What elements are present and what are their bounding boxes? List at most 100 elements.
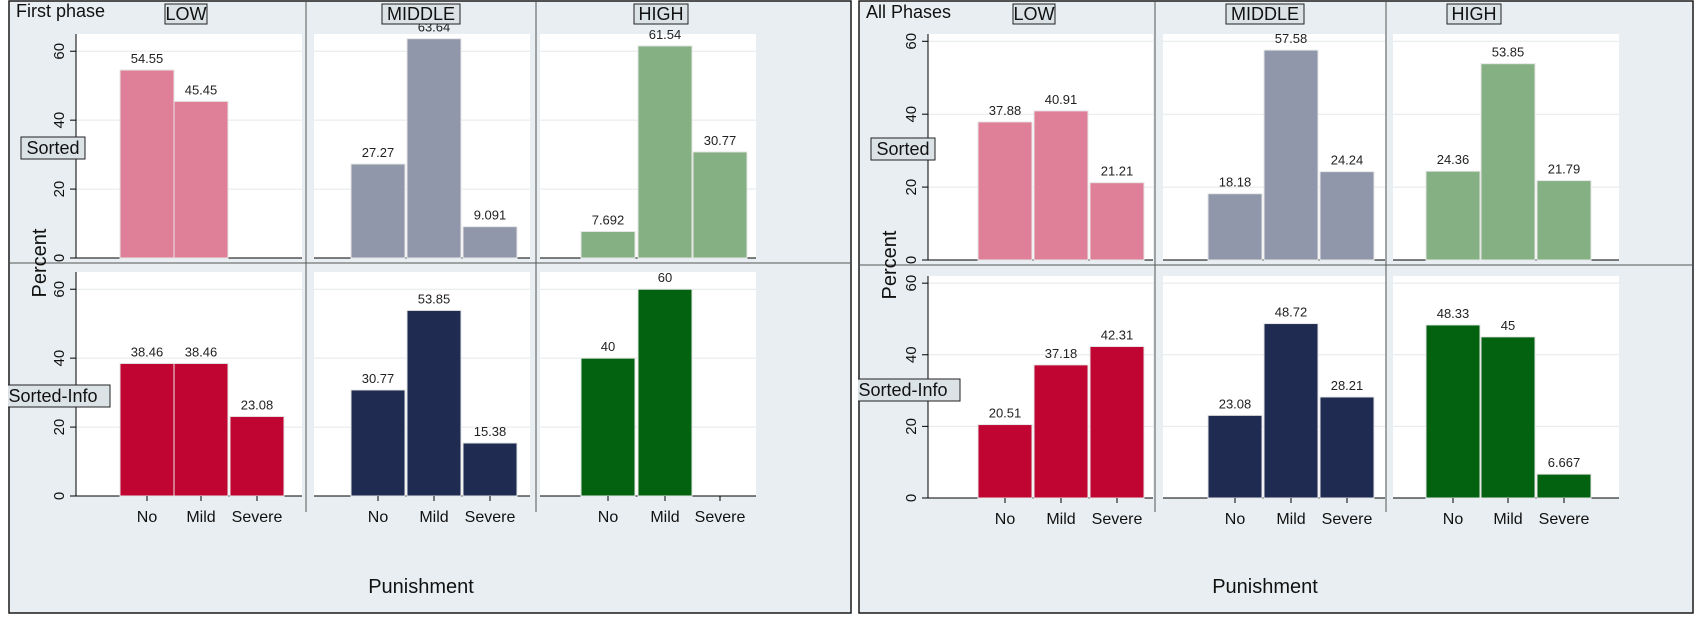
first-phase-y-tick-label: 40 bbox=[51, 112, 68, 129]
all-phases-panel-sorted-low-bar-no bbox=[977, 121, 1033, 261]
all-phases-panel-sorted-info-middle-bar-severe bbox=[1319, 396, 1375, 499]
first-phase-x-tick-label-high-severe: Severe bbox=[695, 509, 746, 526]
all-phases-panel-sorted-info-low-bar-label-no: 20.51 bbox=[989, 406, 1022, 421]
all-phases-panel-sorted-info-middle-bar-label-mild: 48.72 bbox=[1275, 305, 1308, 320]
all-phases-panel-sorted-info-low: 20.51 37.18 42.31 bbox=[928, 276, 1153, 499]
first-phase-panel-sorted-middle-bar-severe bbox=[462, 226, 518, 259]
first-phase-panel-sorted-middle-bar-label-no: 27.27 bbox=[362, 145, 395, 160]
all-phases-strip-box-middle bbox=[1225, 3, 1305, 25]
all-phases-strip-label-low: LOW bbox=[1013, 4, 1054, 24]
all-phases-x-tick-label-high-severe: Severe bbox=[1539, 511, 1590, 528]
first-phase-panel-sorted-info-high-bar-mild bbox=[637, 288, 693, 497]
first-phase-x-tick-label-low-no: No bbox=[137, 509, 158, 526]
all-phases-title: All Phases bbox=[866, 2, 951, 22]
first-phase-panel-sorted-info-middle-bar-label-severe: 15.38 bbox=[474, 424, 507, 439]
all-phases-panel-sorted-info-middle-bar-no bbox=[1207, 414, 1263, 499]
first-phase-panel-sorted-info-middle: 30.77 53.85 15.38 bbox=[314, 272, 530, 497]
all-phases-row-label-sorted: Sorted bbox=[876, 139, 929, 159]
first-phase-panel-sorted-info-low-bar-no bbox=[119, 362, 175, 497]
all-phases-panel-sorted-info-high-bar-mild bbox=[1480, 336, 1536, 499]
first-phase-x-tick-label-middle-no: No bbox=[368, 509, 389, 526]
all-phases-panel-sorted-low-bar-label-severe: 21.21 bbox=[1101, 164, 1134, 179]
all-phases-panel-sorted-info-middle-bar-mild bbox=[1263, 323, 1319, 499]
all-phases-panel-sorted-low-bar-severe bbox=[1089, 182, 1145, 261]
all-phases-panel-sorted-info-low-bar-label-mild: 37.18 bbox=[1045, 346, 1078, 361]
first-phase-panel-sorted-high-bar-label-severe: 30.77 bbox=[704, 133, 737, 148]
first-phase-row-box-sorted bbox=[20, 136, 86, 160]
first-phase-y-tick-label: 40 bbox=[51, 350, 68, 367]
all-phases-x-tick-label-low-mild: Mild bbox=[1046, 511, 1075, 528]
all-phases-x-tick-label-middle-no: No bbox=[1225, 511, 1246, 528]
first-phase-y-tick-label: 20 bbox=[51, 181, 68, 198]
first-phase-strip-box-high bbox=[633, 3, 689, 25]
all-phases-x-axis-label: Punishment bbox=[1212, 576, 1318, 598]
first-phase-y-tick-label: 0 bbox=[51, 492, 68, 500]
first-phase-panel-sorted-low-bar-label-mild: 45.45 bbox=[185, 82, 218, 97]
all-phases-panel-sorted-info-high-bar-label-no: 48.33 bbox=[1437, 306, 1470, 321]
all-phases-panel-sorted-info-low-bar-label-severe: 42.31 bbox=[1101, 328, 1134, 343]
all-phases-x-tick-label-middle-mild: Mild bbox=[1276, 511, 1305, 528]
all-phases-panel-sorted-middle-bar-label-no: 18.18 bbox=[1219, 175, 1252, 190]
figure-all-phases: 37.88 40.91 21.21 18.18 57.58 24.24 24.36 53.85… bbox=[845, 0, 1694, 614]
first-phase-panel-sorted-info-middle-bar-label-mild: 53.85 bbox=[418, 291, 451, 306]
first-phase-panel-sorted-info-low-bar-mild bbox=[173, 362, 229, 497]
first-phase-y-axis-label: Percent bbox=[29, 228, 51, 297]
all-phases-panel-sorted-high-bar-label-mild: 53.85 bbox=[1492, 45, 1525, 60]
first-phase-panel-sorted-info-middle-bar-label-no: 30.77 bbox=[362, 371, 395, 386]
all-phases-y-tick-label: 60 bbox=[903, 33, 920, 50]
all-phases-x-tick-label-middle-severe: Severe bbox=[1322, 511, 1373, 528]
first-phase-panel-sorted-info-low-bar-label-mild: 38.46 bbox=[185, 344, 218, 359]
all-phases-panel-sorted-info-high-bar-label-severe: 6.667 bbox=[1548, 455, 1581, 470]
first-phase-y-axis-sorted: 0 20 40 60 bbox=[51, 34, 77, 262]
all-phases-panel-sorted-middle-bar-mild bbox=[1263, 49, 1319, 261]
first-phase-panel-sorted-high-bar-mild bbox=[637, 45, 693, 259]
first-phase-strip-box-middle bbox=[381, 3, 461, 25]
all-phases-panel-sorted-high-bar-severe bbox=[1536, 180, 1592, 261]
all-phases-panel-sorted-info-high-bar-label-mild: 45 bbox=[1501, 318, 1515, 333]
first-phase-panel-sorted-info-low-bar-severe bbox=[229, 415, 285, 497]
all-phases-y-tick-label: 0 bbox=[903, 494, 920, 502]
all-phases-y-tick-label: 40 bbox=[903, 346, 920, 363]
all-phases-y-axis-sorted-info: 0 20 40 60 bbox=[903, 275, 929, 502]
first-phase-panel-sorted-info-low-bar-label-severe: 23.08 bbox=[241, 397, 274, 412]
first-phase-y-tick-label: 60 bbox=[51, 281, 68, 298]
all-phases-panel-sorted-low-bar-label-mild: 40.91 bbox=[1045, 92, 1078, 107]
all-phases-panel-sorted-low: 37.88 40.91 21.21 bbox=[928, 34, 1153, 261]
all-phases-x-tick-label-high-no: No bbox=[1443, 511, 1464, 528]
all-phases-panel-sorted-high-bar-label-no: 24.36 bbox=[1437, 152, 1470, 167]
first-phase-panel-sorted-middle-bar-label-severe: 9.091 bbox=[474, 208, 507, 223]
all-phases-y-tick-label: 40 bbox=[903, 106, 920, 123]
first-phase-panel-sorted-info-high: 40 60 bbox=[540, 270, 756, 497]
first-phase-panel-sorted-high-bar-label-mild: 61.54 bbox=[649, 27, 682, 42]
first-phase-x-tick-label-low-mild: Mild bbox=[186, 509, 215, 526]
all-phases-panel-sorted-middle-bar-label-mild: 57.58 bbox=[1275, 31, 1308, 46]
first-phase-panel-sorted-info-middle-bar-mild bbox=[406, 309, 462, 497]
all-phases-panel-sorted-high-bar-label-severe: 21.79 bbox=[1548, 162, 1581, 177]
first-phase-x-tick-label-middle-severe: Severe bbox=[465, 509, 516, 526]
all-phases-y-tick-label: 0 bbox=[903, 256, 920, 264]
first-phase-panel-sorted-info-middle-bar-severe bbox=[462, 442, 518, 497]
first-phase-y-tick-label: 0 bbox=[51, 254, 68, 262]
first-phase-panel-sorted-low-bar-no bbox=[119, 69, 175, 259]
all-phases-strip-box-high bbox=[1446, 3, 1502, 25]
all-phases-strip-label-middle: MIDDLE bbox=[1231, 4, 1299, 24]
first-phase-x-tick-label-high-mild: Mild bbox=[650, 509, 679, 526]
first-phase-panel-sorted-middle-bar-mild bbox=[406, 38, 462, 259]
first-phase-panel-sorted-info-low-bar-label-no: 38.46 bbox=[131, 344, 164, 359]
all-phases-row-box-sorted bbox=[870, 137, 936, 161]
all-phases-row-label-sorted-info: Sorted-Info bbox=[858, 380, 947, 400]
all-phases-panel-sorted-middle-bar-label-severe: 24.24 bbox=[1331, 153, 1364, 168]
all-phases-panel-sorted-high-bar-no bbox=[1425, 170, 1481, 261]
first-phase-row-box-sorted-info bbox=[0, 384, 111, 408]
first-phase-row-label-sorted-info: Sorted-Info bbox=[8, 386, 97, 406]
first-phase-x-tick-label-middle-mild: Mild bbox=[419, 509, 448, 526]
all-phases-y-axis-label: Percent bbox=[879, 230, 901, 299]
first-phase-panel-sorted-high: 7.692 61.54 30.77 bbox=[540, 27, 756, 259]
all-phases-strip-box-low bbox=[1012, 3, 1056, 25]
first-phase-panel-sorted-low-bar-label-no: 54.55 bbox=[131, 51, 164, 66]
all-phases-y-tick-label: 60 bbox=[903, 275, 920, 292]
first-phase-panel-sorted-info-low: 38.46 38.46 23.08 bbox=[76, 272, 302, 497]
first-phase-panel-sorted-low: 54.55 45.45 bbox=[76, 34, 302, 259]
all-phases-panel-sorted-high: 24.36 53.85 21.79 bbox=[1393, 34, 1619, 261]
